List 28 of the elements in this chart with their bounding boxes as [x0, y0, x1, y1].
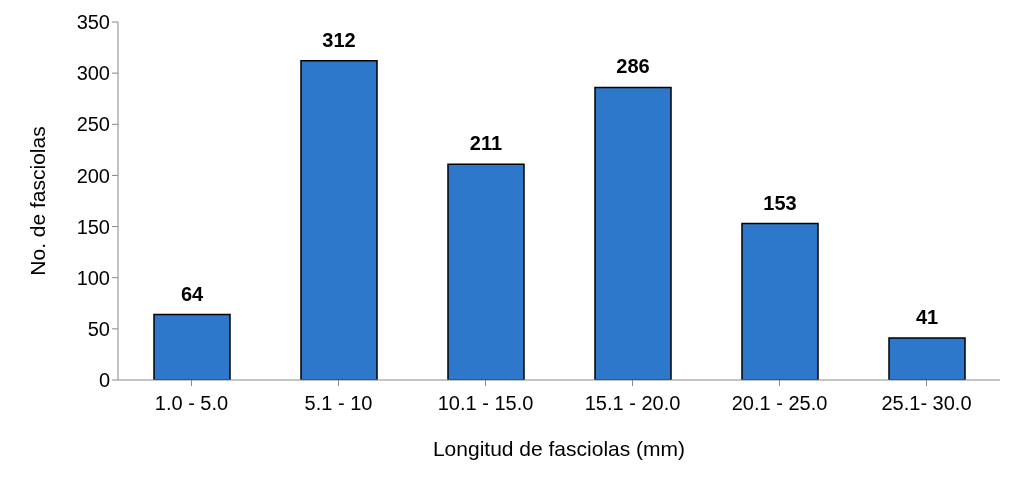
bar: [300, 60, 378, 380]
data-label: 312: [322, 28, 356, 51]
y-tick-label: 0: [98, 369, 110, 392]
bar: [888, 337, 966, 380]
y-tick-label: 150: [76, 215, 110, 238]
x-axis-title: Longitud de fasciolas (mm): [432, 437, 686, 460]
bar: [153, 313, 231, 380]
x-tick-label: 15.1 - 20.0: [584, 392, 681, 415]
y-tick-label: 200: [76, 164, 110, 187]
data-label: 153: [763, 191, 797, 214]
bar: [594, 86, 672, 380]
data-label: 41: [915, 306, 939, 329]
x-tick-label: 10.1 - 15.0: [437, 392, 534, 415]
y-tick-label: 300: [76, 62, 110, 85]
x-tick-label: 5.1 - 10: [304, 392, 373, 415]
data-label: 286: [616, 55, 650, 78]
y-tick-label: 350: [76, 11, 110, 34]
y-axis-title: No. de fasciolas: [26, 126, 50, 276]
y-tick-label: 250: [76, 113, 110, 136]
bar: [447, 163, 525, 380]
y-tick-label: 100: [76, 266, 110, 289]
data-label: 211: [469, 132, 503, 155]
y-tick-label: 50: [87, 317, 110, 340]
x-tick-label: 1.0 - 5.0: [154, 392, 229, 415]
x-tick-label: 20.1 - 25.0: [731, 392, 828, 415]
data-label: 64: [180, 282, 204, 305]
x-tick-label: 25.1- 30.0: [881, 392, 972, 415]
bar: [741, 222, 819, 380]
